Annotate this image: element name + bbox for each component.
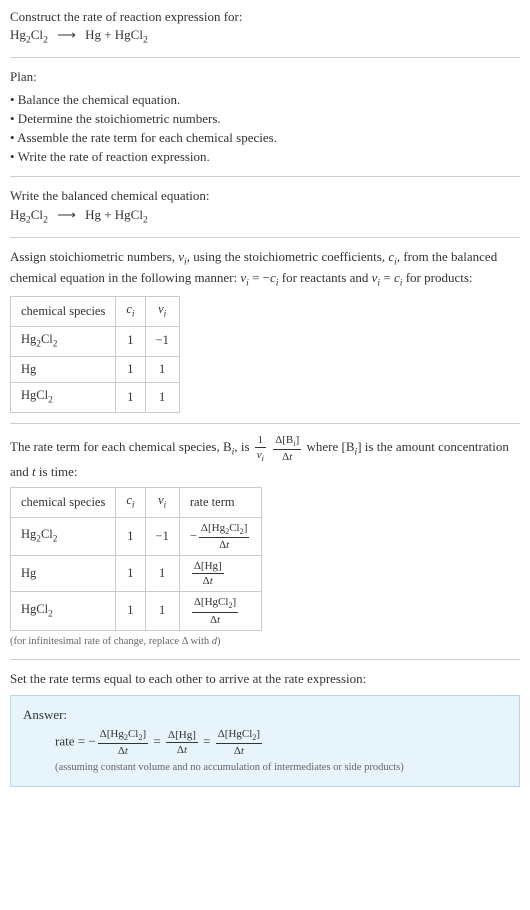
frac-den: Δt <box>98 744 149 757</box>
frac-num: Δ[Bi] <box>273 434 301 450</box>
assign-text: Assign stoichiometric numbers, νi, using… <box>10 248 520 290</box>
col-header: νi <box>145 297 179 327</box>
final-section: Set the rate terms equal to each other t… <box>10 670 520 786</box>
answer-footnote: (assuming constant volume and no accumul… <box>55 761 507 776</box>
col-header: rate term <box>179 488 262 518</box>
plan-heading: Plan: <box>10 68 520 86</box>
table-row: Hg 1 1 <box>11 356 180 383</box>
rate-expression: rate = −Δ[Hg2Cl2]Δt = Δ[Hg]Δt = Δ[HgCl2]… <box>55 728 507 757</box>
frac-den: Δt <box>273 450 301 463</box>
frac-den: νi <box>255 448 266 463</box>
cell-nu: 1 <box>145 383 179 413</box>
cell-nu: 1 <box>145 556 179 592</box>
balanced-equation: Hg2Cl2 ⟶ Hg + HgCl2 <box>10 206 520 227</box>
divider <box>10 423 520 424</box>
table-row: Hg 1 1 Δ[Hg]Δt <box>11 556 262 592</box>
cell-species: Hg2Cl2 <box>11 517 116 555</box>
rate-frac: Δ[Hg2Cl2]Δt <box>98 728 149 757</box>
frac-num: Δ[HgCl2] <box>216 728 262 744</box>
cell-c: 1 <box>116 592 145 630</box>
rate-frac: Δ[HgCl2]Δt <box>192 596 238 625</box>
cell-species: Hg <box>11 556 116 592</box>
balanced-heading: Write the balanced chemical equation: <box>10 187 520 205</box>
plan-section: Plan: • Balance the chemical equation. •… <box>10 68 520 166</box>
col-header: chemical species <box>11 488 116 518</box>
assign-section: Assign stoichiometric numbers, νi, using… <box>10 248 520 413</box>
stoich-table: chemical species ci νi Hg2Cl2 1 −1 Hg 1 … <box>10 296 180 412</box>
rate-frac: Δ[Hg2Cl2]Δt <box>199 522 250 551</box>
rateterm-section: The rate term for each chemical species,… <box>10 434 520 650</box>
col-header: ci <box>116 488 145 518</box>
divider <box>10 176 520 177</box>
plan-item: • Determine the stoichiometric numbers. <box>10 110 520 128</box>
table-header-row: chemical species ci νi rate term <box>11 488 262 518</box>
table-row: Hg2Cl2 1 −1 <box>11 326 180 356</box>
frac-1-over-nu: 1 νi <box>255 434 266 463</box>
col-header: νi <box>145 488 179 518</box>
cell-c: 1 <box>116 326 145 356</box>
frac-num: Δ[Hg] <box>192 560 224 574</box>
cell-c: 1 <box>116 356 145 383</box>
rateterm-table: chemical species ci νi rate term Hg2Cl2 … <box>10 487 262 631</box>
final-heading: Set the rate terms equal to each other t… <box>10 670 520 688</box>
frac-num: Δ[Hg2Cl2] <box>199 522 250 538</box>
divider <box>10 659 520 660</box>
frac-num: Δ[Hg2Cl2] <box>98 728 149 744</box>
cell-species: Hg2Cl2 <box>11 326 116 356</box>
cell-nu: 1 <box>145 592 179 630</box>
frac-den: Δt <box>199 538 250 551</box>
plan-item: • Balance the chemical equation. <box>10 91 520 109</box>
cell-c: 1 <box>116 517 145 555</box>
intro-equation: Hg2Cl2 ⟶ Hg + HgCl2 <box>10 26 520 47</box>
table-row: HgCl2 1 1 <box>11 383 180 413</box>
cell-rateterm: Δ[HgCl2]Δt <box>179 592 262 630</box>
frac-den: Δt <box>192 613 238 626</box>
answer-label: Answer: <box>23 706 507 724</box>
frac-num: Δ[HgCl2] <box>192 596 238 612</box>
table-header-row: chemical species ci νi <box>11 297 180 327</box>
balanced-section: Write the balanced chemical equation: Hg… <box>10 187 520 226</box>
cell-c: 1 <box>116 383 145 413</box>
rate-frac: Δ[HgCl2]Δt <box>216 728 262 757</box>
col-header: chemical species <box>11 297 116 327</box>
rateterm-text: The rate term for each chemical species,… <box>10 434 520 482</box>
plan-item: • Assemble the rate term for each chemic… <box>10 129 520 147</box>
frac-num: 1 <box>255 434 266 448</box>
plan-item: • Write the rate of reaction expression. <box>10 148 520 166</box>
table-row: HgCl2 1 1 Δ[HgCl2]Δt <box>11 592 262 630</box>
cell-nu: 1 <box>145 356 179 383</box>
frac-den: Δt <box>216 744 262 757</box>
cell-species: HgCl2 <box>11 592 116 630</box>
frac-den: Δt <box>166 743 198 756</box>
cell-nu: −1 <box>145 517 179 555</box>
table-row: Hg2Cl2 1 −1 −Δ[Hg2Cl2]Δt <box>11 517 262 555</box>
cell-rateterm: −Δ[Hg2Cl2]Δt <box>179 517 262 555</box>
cell-species: HgCl2 <box>11 383 116 413</box>
divider <box>10 237 520 238</box>
intro-text: Construct the rate of reaction expressio… <box>10 8 520 26</box>
cell-rateterm: Δ[Hg]Δt <box>179 556 262 592</box>
frac-num: Δ[Hg] <box>166 729 198 743</box>
intro-section: Construct the rate of reaction expressio… <box>10 8 520 47</box>
rateterm-note: (for infinitesimal rate of change, repla… <box>10 635 520 650</box>
rateterm-before: The rate term for each chemical species,… <box>10 439 253 454</box>
rate-frac: Δ[Hg]Δt <box>192 560 224 587</box>
frac-den: Δt <box>192 574 224 587</box>
cell-nu: −1 <box>145 326 179 356</box>
sign: − <box>88 733 95 748</box>
divider <box>10 57 520 58</box>
rate-frac: Δ[Hg]Δt <box>166 729 198 756</box>
cell-species: Hg <box>11 356 116 383</box>
plan-list: • Balance the chemical equation. • Deter… <box>10 91 520 167</box>
frac-dB-dt: Δ[Bi] Δt <box>273 434 301 463</box>
cell-c: 1 <box>116 556 145 592</box>
answer-box: Answer: rate = −Δ[Hg2Cl2]Δt = Δ[Hg]Δt = … <box>10 695 520 787</box>
sign: − <box>190 528 197 542</box>
col-header: ci <box>116 297 145 327</box>
